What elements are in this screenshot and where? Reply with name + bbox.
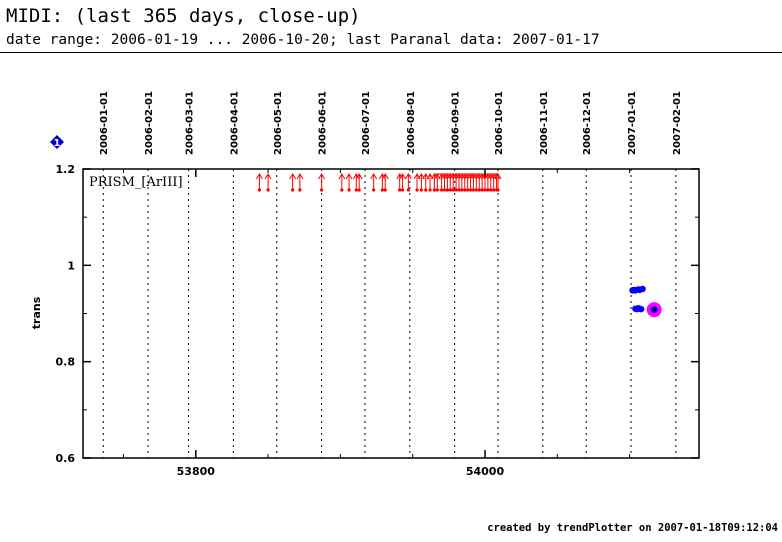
date-grid-label: 2006-04-01 xyxy=(229,91,240,155)
out-of-range-arrow xyxy=(396,173,404,192)
date-grid-label: 2006-07-01 xyxy=(361,91,372,155)
out-of-range-arrows xyxy=(255,173,502,192)
y-tick-label: 1 xyxy=(67,259,75,272)
date-grid-label: 2006-03-01 xyxy=(185,91,196,155)
arrow-base-dot xyxy=(319,188,324,192)
arrow-head xyxy=(370,173,378,180)
arrow-base-dot xyxy=(257,188,262,192)
date-grid-layer: 2006-01-01 2006-02-01 2006-03-01 2006-04-01… xyxy=(99,91,683,458)
arrow-base-dot xyxy=(266,188,270,192)
header-divider xyxy=(0,52,782,53)
arrow-base-dot xyxy=(400,188,405,192)
out-of-range-arrow xyxy=(370,173,378,192)
date-grid-label: 2006-10-01 xyxy=(494,91,505,155)
series-label: PRISM_[ArIII] xyxy=(89,175,183,190)
arrow-base-dot xyxy=(398,188,402,192)
out-of-range-arrow xyxy=(338,173,346,192)
arrow-base-dot xyxy=(415,188,419,192)
out-of-range-arrow xyxy=(264,173,272,192)
arrow-head xyxy=(345,173,353,180)
date-grid-label: 2006-11-01 xyxy=(539,91,550,155)
out-of-range-arrow xyxy=(355,173,363,192)
date-grid-label: 2006-12-01 xyxy=(582,91,593,155)
arrow-head xyxy=(404,173,412,180)
arrow-head xyxy=(355,173,363,180)
date-grid-label: 2006-06-01 xyxy=(318,91,329,155)
plot-frame xyxy=(82,168,700,459)
date-grid-label: 2006-08-01 xyxy=(406,91,417,155)
flag-marker-number: 1 xyxy=(54,138,61,149)
arrow-head xyxy=(318,173,326,180)
out-of-range-arrow xyxy=(399,173,406,192)
credit-footer: created by trendPlotter on 2007-01-18T09… xyxy=(487,522,778,534)
arrow-base-dot xyxy=(354,188,358,192)
date-grid-label: 2006-01-01 xyxy=(99,91,110,155)
out-of-range-arrow xyxy=(426,173,434,192)
date-grid-label: 2006-09-01 xyxy=(451,91,462,155)
out-of-range-arrow xyxy=(296,173,304,192)
date-grid-label: 2006-05-01 xyxy=(273,91,284,155)
page-title: MIDI: (last 365 days, close-up) xyxy=(6,5,361,27)
arrow-base-dot xyxy=(347,188,351,192)
arrow-base-dot xyxy=(380,188,384,192)
out-of-range-arrow xyxy=(345,173,353,192)
arrow-head xyxy=(396,173,404,180)
arrow-base-dot xyxy=(340,188,344,192)
axes-layer: 0.6 0.8 1 1.2 53800 54000 xyxy=(56,163,699,478)
last-point-center xyxy=(652,308,656,312)
out-of-range-arrow xyxy=(318,173,326,192)
arrow-base-dot xyxy=(298,188,302,192)
out-of-range-arrow xyxy=(352,173,360,192)
out-of-range-arrow xyxy=(422,173,430,192)
data-point xyxy=(637,305,645,313)
arrow-head xyxy=(255,173,263,180)
arrow-head xyxy=(378,173,386,180)
date-range-subtitle: date range: 2006-01-19 ... 2006-10-20; l… xyxy=(6,32,600,48)
date-grid-label: 2007-02-01 xyxy=(672,91,683,155)
arrow-base-dot xyxy=(383,188,387,192)
arrow-base-dot xyxy=(419,188,423,192)
out-of-range-arrow xyxy=(381,173,389,192)
arrow-base-dot xyxy=(357,188,361,192)
arrow-base-dot xyxy=(372,188,376,192)
out-of-range-arrow xyxy=(413,173,421,192)
arrow-head xyxy=(296,173,304,180)
arrow-head xyxy=(289,173,297,180)
arrow-head xyxy=(352,173,360,180)
arrow-base-dot xyxy=(424,188,428,192)
arrow-head xyxy=(381,173,389,180)
date-grid-label: 2007-01-01 xyxy=(627,91,638,155)
arrow-base-dot xyxy=(291,188,295,192)
out-of-range-arrow xyxy=(255,173,263,192)
y-tick-label: 0.8 xyxy=(56,356,76,369)
arrow-head xyxy=(399,173,406,180)
out-of-range-arrow xyxy=(289,173,297,192)
flag-marker-icon: 1 xyxy=(50,135,64,149)
arrow-head xyxy=(338,173,346,180)
out-of-range-arrow xyxy=(443,173,451,192)
x-tick-label: 53800 xyxy=(177,465,216,478)
out-of-range-arrow xyxy=(417,173,425,192)
data-point xyxy=(639,285,646,293)
arrow-base-dot xyxy=(428,188,432,192)
y-axis-label: trans xyxy=(30,296,43,329)
date-grid-label: 2006-02-01 xyxy=(144,91,155,155)
data-points-layer xyxy=(629,285,662,318)
x-tick-label: 54000 xyxy=(466,465,505,478)
arrow-base-dot xyxy=(406,188,410,192)
out-of-range-arrow xyxy=(378,173,386,192)
y-tick-label: 1.2 xyxy=(56,163,76,176)
arrow-head xyxy=(264,173,272,180)
y-tick-label: 0.6 xyxy=(56,452,76,465)
out-of-range-arrow xyxy=(404,173,412,192)
